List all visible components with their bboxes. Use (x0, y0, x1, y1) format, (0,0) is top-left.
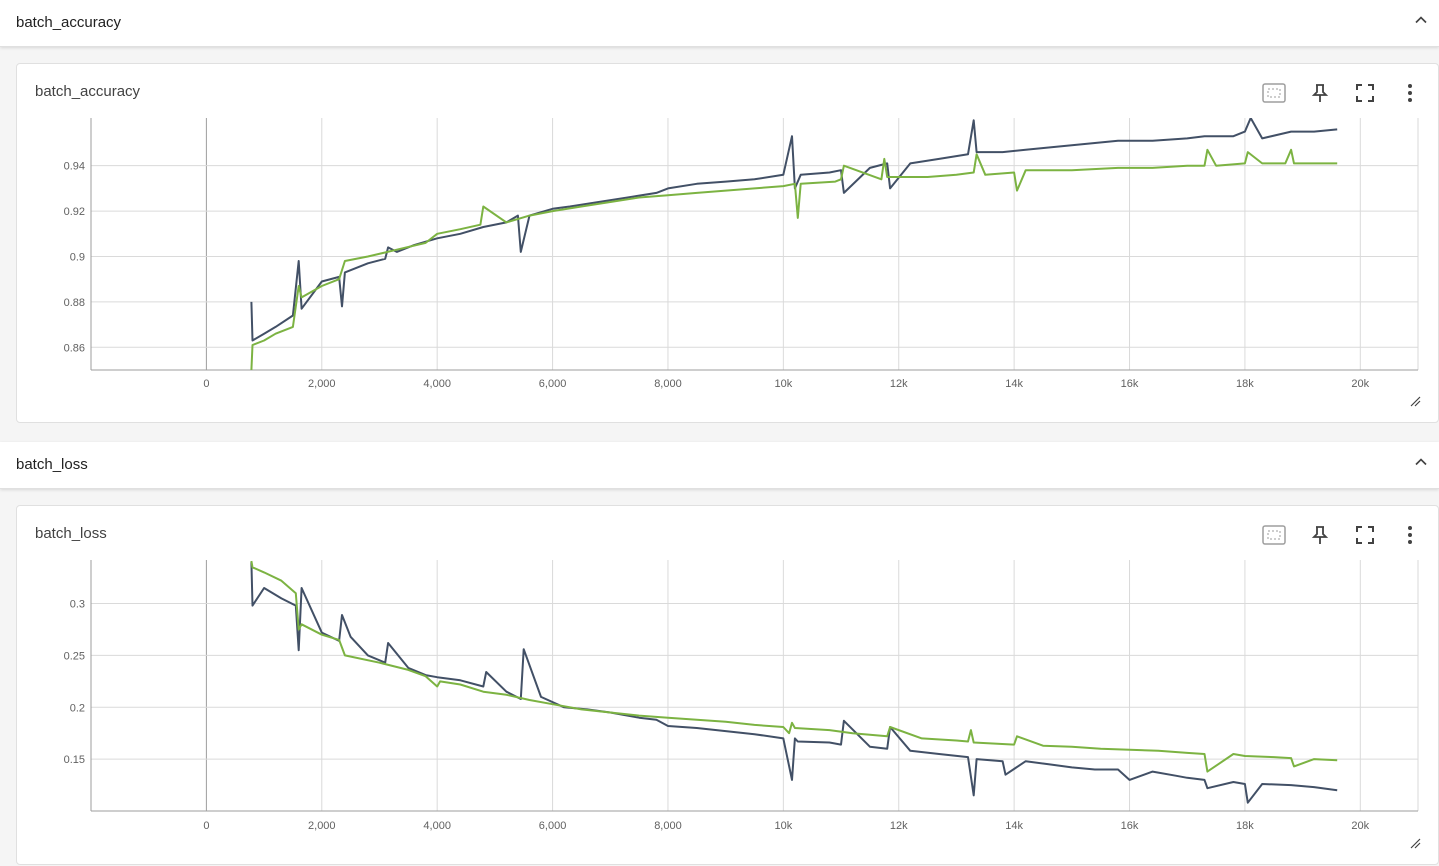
x-tick-label: 18k (1236, 378, 1254, 390)
card-title: batch_loss (35, 525, 107, 542)
x-tick-label: 14k (1005, 378, 1023, 390)
chevron-up-icon[interactable] (1411, 452, 1431, 472)
x-tick-label: 16k (1121, 820, 1139, 832)
y-tick-label: 0.86 (64, 342, 85, 354)
chart-batch_accuracy: 0 2,000 4,000 6,000 8,000 10k 12k 14k 16k 18k 20k 0… (64, 118, 1419, 390)
x-tick-label: 2,000 (308, 820, 336, 832)
card-title: batch_accuracy (35, 83, 141, 100)
fullscreen-icon[interactable] (1352, 522, 1378, 548)
more-vert-icon[interactable] (1397, 522, 1423, 548)
section-header-batch-accuracy[interactable]: batch_accuracy (0, 0, 1439, 47)
section-title: batch_loss (16, 456, 88, 473)
x-tick-label: 2,000 (308, 378, 336, 390)
y-tick-label: 0.92 (64, 206, 85, 218)
y-tick-label: 0.9 (70, 251, 85, 263)
series-line-1 (250, 148, 1338, 370)
x-tick-label: 4,000 (423, 820, 451, 832)
y-tick-label: 0.25 (64, 650, 85, 662)
resize-handle-icon[interactable] (1409, 837, 1421, 849)
x-tick-label: 0 (203, 820, 209, 832)
series-line-1 (250, 560, 1338, 773)
x-tick-label: 12k (890, 378, 908, 390)
fullscreen-icon[interactable] (1352, 80, 1378, 106)
y-tick-label: 0.2 (70, 702, 85, 714)
y-tick-label: 0.3 (70, 599, 85, 611)
x-tick-label: 4,000 (423, 378, 451, 390)
y-tick-label: 0.15 (64, 754, 85, 766)
resize-handle-icon[interactable] (1409, 395, 1421, 407)
x-tick-label: 14k (1005, 820, 1023, 832)
fit-domain-icon[interactable] (1261, 522, 1287, 548)
x-tick-label: 10k (774, 820, 792, 832)
chart-batch_loss: 0 2,000 4,000 6,000 8,000 10k 12k 14k 16k 18k 20k 0… (64, 560, 1419, 832)
x-tick-label: 6,000 (539, 820, 567, 832)
more-vert-icon[interactable] (1397, 80, 1423, 106)
x-tick-label: 12k (890, 820, 908, 832)
section-header-batch-loss[interactable]: batch_loss (0, 442, 1439, 489)
chevron-up-icon[interactable] (1411, 10, 1431, 30)
x-tick-label: 18k (1236, 820, 1254, 832)
x-tick-label: 6,000 (539, 378, 567, 390)
x-tick-label: 10k (774, 378, 792, 390)
chart-card-batch-accuracy: batch_accuracy (16, 63, 1439, 423)
x-tick-label: 8,000 (654, 378, 682, 390)
x-tick-label: 20k (1351, 378, 1369, 390)
x-tick-label: 8,000 (654, 820, 682, 832)
y-tick-label: 0.88 (64, 297, 85, 309)
fit-domain-icon[interactable] (1261, 80, 1287, 106)
pin-icon[interactable] (1307, 522, 1333, 548)
x-tick-label: 0 (203, 378, 209, 390)
section-title: batch_accuracy (16, 14, 122, 31)
y-tick-label: 0.94 (64, 161, 85, 173)
series-line-0 (250, 562, 1338, 804)
x-tick-label: 16k (1121, 378, 1139, 390)
pin-icon[interactable] (1307, 80, 1333, 106)
x-tick-label: 20k (1351, 820, 1369, 832)
chart-card-batch-loss: batch_loss (16, 505, 1439, 865)
series-line-0 (250, 118, 1338, 342)
